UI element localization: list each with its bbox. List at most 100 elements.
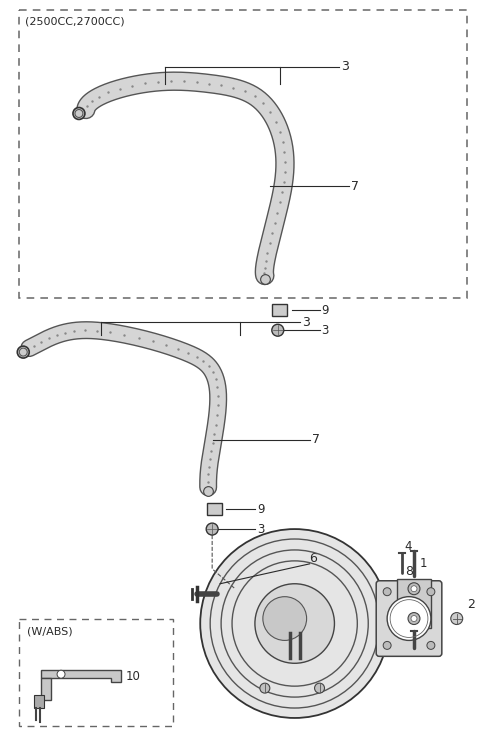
Circle shape bbox=[57, 670, 65, 678]
Circle shape bbox=[272, 324, 284, 337]
Point bbox=[214, 390, 222, 401]
Text: 3: 3 bbox=[322, 324, 329, 337]
Point bbox=[204, 469, 212, 480]
Point bbox=[205, 77, 213, 89]
Point bbox=[262, 255, 270, 267]
Point bbox=[240, 86, 248, 97]
Point bbox=[149, 336, 156, 348]
Point bbox=[271, 217, 278, 229]
Point bbox=[279, 136, 287, 148]
Point bbox=[214, 399, 222, 411]
Point bbox=[53, 329, 60, 341]
Point bbox=[251, 91, 258, 103]
Circle shape bbox=[411, 615, 417, 621]
Point bbox=[278, 186, 286, 198]
Point bbox=[274, 207, 281, 218]
Point bbox=[184, 348, 192, 359]
Point bbox=[200, 356, 207, 368]
Circle shape bbox=[206, 523, 218, 535]
Point bbox=[88, 95, 96, 107]
Point bbox=[276, 196, 284, 208]
Point bbox=[272, 116, 279, 128]
Point bbox=[261, 267, 268, 279]
Text: 6: 6 bbox=[310, 553, 317, 565]
Point bbox=[141, 77, 149, 89]
Circle shape bbox=[260, 683, 270, 693]
Point bbox=[209, 437, 217, 449]
Circle shape bbox=[314, 683, 324, 693]
Text: 2: 2 bbox=[467, 598, 475, 611]
Text: 5: 5 bbox=[419, 644, 426, 658]
Text: 3: 3 bbox=[301, 316, 310, 328]
Point bbox=[214, 382, 221, 393]
Point bbox=[37, 336, 45, 348]
Point bbox=[30, 339, 38, 351]
Text: (2500CC,2700CC): (2500CC,2700CC) bbox=[25, 16, 125, 26]
Circle shape bbox=[383, 641, 391, 649]
Point bbox=[209, 366, 217, 378]
Polygon shape bbox=[41, 678, 51, 700]
Text: (W/ABS): (W/ABS) bbox=[27, 627, 73, 636]
Point bbox=[155, 76, 162, 88]
Point bbox=[276, 125, 284, 137]
Circle shape bbox=[255, 584, 335, 663]
Point bbox=[208, 445, 216, 457]
Point bbox=[61, 327, 69, 339]
Text: 10: 10 bbox=[126, 669, 141, 683]
Point bbox=[180, 75, 188, 87]
Point bbox=[281, 166, 288, 178]
Point bbox=[193, 76, 201, 88]
Point bbox=[70, 325, 78, 337]
Text: 9: 9 bbox=[322, 304, 329, 317]
Point bbox=[135, 332, 143, 344]
Circle shape bbox=[408, 613, 420, 624]
Point bbox=[212, 419, 220, 431]
Point bbox=[84, 100, 91, 112]
Point bbox=[93, 325, 101, 337]
Circle shape bbox=[411, 586, 417, 592]
Circle shape bbox=[387, 597, 431, 641]
Text: 3: 3 bbox=[341, 61, 349, 73]
Point bbox=[264, 246, 271, 258]
Point bbox=[95, 91, 103, 103]
Circle shape bbox=[17, 346, 29, 358]
Text: 3: 3 bbox=[257, 523, 264, 536]
Point bbox=[174, 343, 182, 355]
Point bbox=[211, 429, 218, 441]
Point bbox=[205, 360, 213, 372]
Circle shape bbox=[263, 597, 307, 641]
FancyBboxPatch shape bbox=[376, 581, 442, 656]
Point bbox=[107, 326, 114, 338]
Point bbox=[280, 176, 288, 188]
Circle shape bbox=[427, 587, 435, 596]
Text: 4: 4 bbox=[404, 540, 411, 553]
Point bbox=[266, 238, 274, 249]
Circle shape bbox=[427, 641, 435, 649]
Polygon shape bbox=[41, 670, 120, 682]
Point bbox=[217, 79, 225, 91]
Point bbox=[116, 83, 123, 94]
Point bbox=[205, 461, 213, 472]
Point bbox=[281, 156, 289, 168]
Circle shape bbox=[383, 587, 391, 596]
Text: 1: 1 bbox=[420, 557, 428, 570]
Circle shape bbox=[408, 583, 420, 595]
Point bbox=[268, 227, 276, 239]
Point bbox=[204, 476, 212, 488]
Point bbox=[162, 339, 170, 351]
FancyBboxPatch shape bbox=[272, 304, 287, 317]
Text: 8: 8 bbox=[405, 565, 413, 579]
Point bbox=[259, 97, 267, 109]
Point bbox=[266, 106, 274, 118]
Point bbox=[212, 373, 219, 385]
Text: 7: 7 bbox=[351, 179, 360, 193]
Point bbox=[168, 75, 175, 87]
Point bbox=[229, 82, 237, 94]
Point bbox=[128, 80, 136, 92]
FancyBboxPatch shape bbox=[207, 503, 222, 515]
Circle shape bbox=[73, 108, 85, 120]
Point bbox=[280, 146, 288, 158]
Point bbox=[261, 262, 268, 274]
Text: 7: 7 bbox=[312, 433, 320, 446]
Point bbox=[45, 332, 53, 344]
